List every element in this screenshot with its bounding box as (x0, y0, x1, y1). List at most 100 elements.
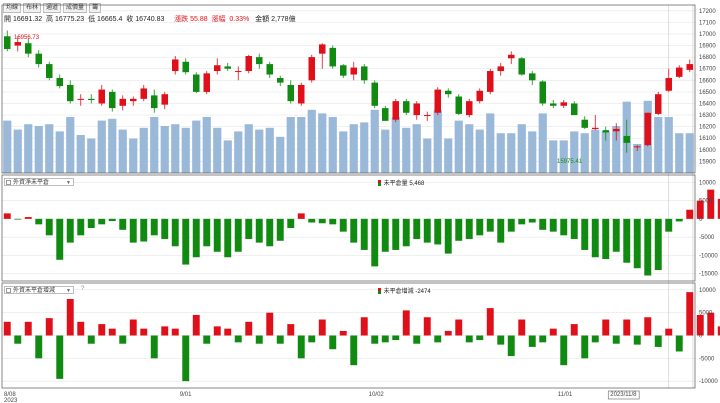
oi-change-bar (696, 314, 704, 336)
net-oi-bar (570, 218, 578, 239)
net-oi-bar (497, 218, 505, 243)
candle-up (171, 59, 179, 72)
price-tick-label: 16800 (699, 55, 716, 61)
volume-bar (286, 117, 295, 173)
oi-change-bar (633, 335, 641, 345)
volume-bar (423, 138, 432, 173)
net-oi-bar (245, 218, 253, 239)
net-oi-bar (707, 189, 715, 219)
price-tick-label: 16700 (699, 67, 716, 73)
candle-down (3, 36, 11, 50)
net-oi-bar (77, 218, 85, 236)
volume-bar (391, 117, 400, 173)
net-oi-bar (402, 218, 410, 247)
net-oi-bar (224, 218, 232, 258)
candle-down (255, 57, 263, 65)
oi-change-bar (623, 319, 631, 336)
date-tick-label: 11/01 (558, 392, 573, 398)
candle-up (413, 103, 421, 116)
candle-up (234, 71, 242, 73)
net-oi-tick-label: 10000 (699, 180, 716, 186)
candle-up (161, 94, 169, 105)
volume-bar (664, 117, 673, 173)
change-label: 漲跌 (174, 16, 189, 23)
candle-up (119, 98, 127, 106)
candle-down (66, 84, 74, 102)
amount-value: 2,778億 (271, 16, 296, 23)
net-oi-bar (444, 218, 452, 254)
volume-bar (612, 126, 621, 173)
candle-down (549, 103, 557, 106)
oi-change-bar (329, 335, 337, 350)
net-oi-bar (182, 218, 190, 265)
tab-channel[interactable]: 通道 (43, 3, 62, 13)
tab-bollinger[interactable]: 布林 (23, 3, 42, 13)
volume-bar (412, 124, 421, 173)
oi-change-bar (518, 319, 526, 336)
volume-bar (675, 133, 684, 173)
candle-down (444, 90, 452, 95)
candle-up (686, 64, 694, 70)
net-oi-bar (486, 218, 494, 232)
oi-change-bar (444, 330, 452, 336)
panel3-legend-label: 未平倉增減 -2474 (383, 289, 431, 295)
net-oi-bar (423, 218, 431, 243)
oi-change-bar (581, 335, 589, 359)
net-oi-bar (549, 218, 557, 232)
volume-bar (307, 109, 316, 173)
volume-bar (654, 117, 663, 173)
volume-bar (559, 140, 568, 173)
net-oi-bar (360, 218, 368, 250)
panel2-indicator-select[interactable]: 外資淨未平倉 ▼ (4, 178, 74, 186)
volume-bar (339, 131, 348, 173)
date-tick-label: 9/01 (180, 392, 192, 398)
oi-change-bar (455, 319, 463, 336)
net-oi-tick-label: -5000 (699, 235, 715, 241)
candle-down (192, 74, 200, 92)
help-icon[interactable]: ? (81, 286, 85, 292)
candle-down (56, 77, 64, 87)
candle-up (203, 73, 211, 92)
net-oi-bar (413, 218, 421, 239)
volume-bar (549, 140, 558, 173)
net-oi-bar (434, 218, 442, 245)
panel3-select-box-icon (6, 288, 11, 293)
oi-change-bar (465, 335, 473, 343)
volume-bar (580, 133, 589, 173)
oi-change-bar (66, 298, 74, 336)
price-tick-label: 16300 (699, 113, 716, 119)
oi-change-bar (119, 335, 127, 344)
oi-change-bar (182, 335, 190, 382)
net-oi-bar (98, 218, 106, 225)
panel3-indicator-select[interactable]: 外資未平倉增減 ▼ (4, 286, 74, 294)
oi-change-bar (161, 326, 169, 336)
volume-bar (370, 109, 379, 173)
volume-bar (601, 131, 610, 173)
candle-up (665, 77, 673, 91)
panel2-select-box-icon (6, 180, 11, 185)
tab-volume-price[interactable]: 成價量 (63, 3, 88, 13)
net-oi-bar (87, 218, 95, 228)
candle-up (560, 102, 568, 106)
oi-change-bar (108, 328, 116, 336)
oi-change-bar (266, 312, 274, 336)
price-tick-label: 16900 (699, 44, 716, 50)
volume-bar (318, 113, 327, 173)
volume-bar (402, 127, 411, 173)
candle-up (633, 146, 641, 148)
oi-change-bar (402, 310, 410, 336)
volume-bar (328, 117, 337, 173)
tab-ma[interactable]: 均線 (3, 3, 22, 13)
net-oi-bar (476, 218, 484, 236)
volume-bar (276, 136, 285, 173)
date-tick-label: 2023 (4, 398, 18, 403)
net-oi-bar (35, 218, 43, 225)
candle-down (570, 103, 578, 116)
oi-change-tick-label: 10000 (699, 288, 716, 294)
tab-chips[interactable]: 籌 (89, 3, 102, 13)
candle-up (392, 101, 400, 120)
net-oi-bars (3, 189, 720, 276)
price-tick-label: 16200 (699, 125, 716, 131)
oi-change-bar (612, 335, 620, 344)
